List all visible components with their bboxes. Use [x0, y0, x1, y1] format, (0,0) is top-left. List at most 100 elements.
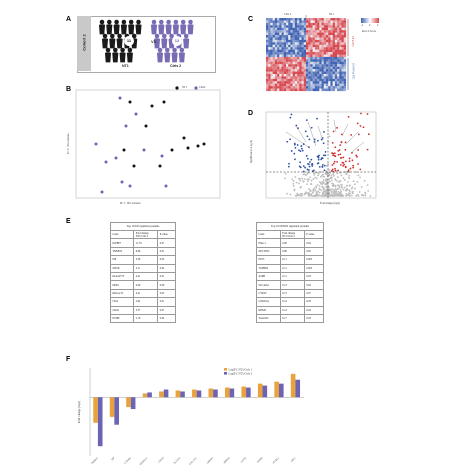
heatmap-cell: [328, 88, 331, 92]
heatmap-cell: [308, 81, 311, 84]
heatmap-cell: [279, 37, 282, 40]
volcano-point-up: [333, 160, 336, 163]
heatmap-cell: [290, 71, 293, 75]
heatmap-cell: [288, 78, 291, 82]
heatmap-cell: [306, 54, 309, 58]
heatmap-cell: [286, 22, 289, 26]
heatmap-cell: [310, 86, 313, 89]
volcano-point-up: [347, 169, 350, 172]
heatmap-cell: [268, 69, 271, 72]
panel-label-a: A: [66, 16, 72, 23]
heatmap-cell: [312, 32, 315, 36]
heatmap-legend-bar: [361, 18, 379, 23]
volcano-point-down: [308, 138, 311, 141]
heatmap-cell: [314, 44, 318, 48]
table-row: CD44 3.37 0.07: [109, 305, 176, 315]
table-cell: 0.08: [279, 238, 305, 248]
heatmap-cell: [306, 37, 309, 40]
heatmap-cell: [292, 35, 295, 38]
heatmap-cell: [326, 71, 329, 75]
heatmap-cell: [266, 73, 269, 77]
volcano-point-up: [337, 153, 340, 156]
heatmap-cell: [319, 18, 322, 21]
heatmap-cell: [314, 35, 318, 38]
table-row: TAGLN2 0.17 0.03: [256, 313, 325, 324]
heatmap-cell: [292, 20, 295, 23]
heatmap-cell: [277, 22, 280, 26]
heatmap-cell: [299, 54, 302, 58]
heatmap-cell: [274, 86, 278, 89]
cohort-label: Cohort 2: [81, 34, 87, 51]
heatmap-cell: [317, 22, 320, 26]
heatmap-cell: [270, 27, 273, 31]
table-cell: CORO1A: [256, 297, 281, 307]
heatmap-cell: [297, 76, 300, 79]
heatmap-cell: [290, 54, 293, 58]
heatmap-cell: [343, 20, 347, 23]
heatmap-cell: [274, 52, 278, 55]
heatmap-cell: [343, 71, 347, 75]
volcano-ylabel: Significance (-Log10): [249, 140, 253, 163]
table-row: ASPH 0.11 0.03: [256, 271, 325, 282]
table-cell: 0.03: [303, 271, 325, 282]
heatmap-cell: [312, 54, 315, 58]
heatmap-cell: [334, 86, 338, 89]
volcano-point-ns: [320, 181, 322, 184]
volcano-point-ns: [306, 172, 309, 175]
bar-category-label: FABP4: [256, 456, 264, 464]
volcano-annotation-line: [317, 125, 323, 139]
volcano-point-ns: [343, 179, 346, 181]
heatmap-cell: [266, 86, 269, 89]
heatmap-cell: [341, 83, 344, 87]
bar: [208, 388, 214, 398]
volcano-annotation-line: [307, 121, 317, 147]
heatmap-cell: [279, 30, 282, 33]
heatmap-cell: [268, 30, 271, 33]
heatmap-cell: [341, 35, 344, 38]
heatmap-cell: [279, 35, 282, 38]
heatmap-cell: [319, 81, 322, 84]
heatmap-cell: [283, 37, 287, 40]
pca-point-ctrls: [120, 180, 124, 184]
heatmap-cell: [299, 59, 302, 62]
volcano-point-down: [289, 138, 292, 141]
heatmap-cell: [277, 54, 280, 58]
heatmap-cell: [279, 18, 282, 21]
heatmap-cell: [317, 47, 320, 50]
heatmap-cell: [297, 37, 300, 40]
heatmap-cell: [290, 37, 293, 40]
table-cell: 2.92: [133, 297, 159, 307]
heatmap-cell: [334, 47, 338, 50]
pca-point-nt1: [182, 136, 186, 140]
bar: [97, 397, 103, 447]
heatmap-cell: [268, 49, 271, 53]
heatmap-cell: [286, 49, 289, 53]
heatmap-cell: [306, 56, 309, 60]
heatmap-cell: [321, 18, 324, 21]
heatmap-cell: [286, 47, 289, 50]
heatmap-cell: [332, 88, 335, 92]
volcano-point-ns: [342, 188, 345, 191]
table-cell: 2.79: [133, 313, 159, 324]
heatmap-cell: [303, 49, 307, 53]
volcano-point-ns: [331, 176, 333, 179]
heatmap-cell: [337, 47, 340, 50]
heatmap-cell: [317, 86, 320, 89]
volcano-point-ns: [325, 183, 328, 186]
volcano-point-ns: [348, 174, 350, 177]
heatmap-cell: [339, 59, 342, 62]
heatmap-cell: [270, 83, 273, 87]
heatmap-cell: [281, 66, 284, 70]
heatmap-cell: [286, 61, 289, 65]
heatmap-cell: [310, 69, 313, 72]
heatmap-cell: [321, 64, 324, 67]
heatmap-cell: [290, 18, 293, 21]
heatmap-cell: [314, 37, 318, 40]
heatmap-cell: [308, 56, 311, 60]
heatmap-cell: [339, 66, 342, 70]
heatmap-cell: [272, 83, 275, 87]
heatmap-cell: [288, 56, 291, 60]
heatmap-cell: [328, 47, 331, 50]
heatmap-cell: [266, 42, 269, 45]
heatmap-cell: [334, 54, 338, 58]
